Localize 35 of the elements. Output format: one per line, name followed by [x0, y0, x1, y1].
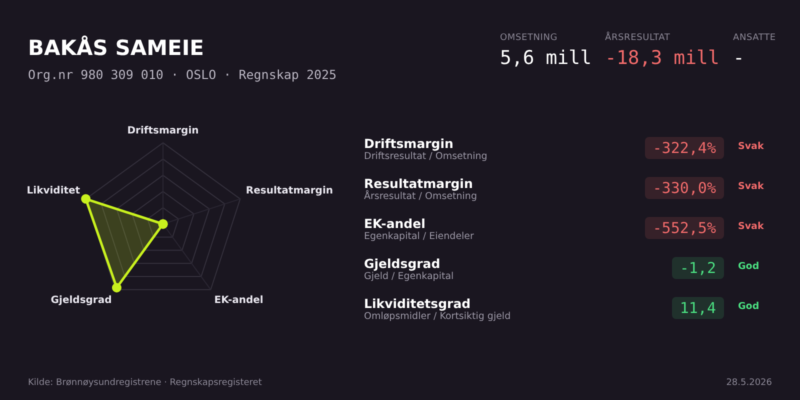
text: Org.nr 980 309 010 · OSLO · Regnskap 2025 — [28, 67, 337, 82]
text: God — [738, 301, 760, 312]
text: -330,0% — [652, 179, 716, 197]
text: OMSETNING — [500, 33, 558, 43]
spoke-label: Resultatmargin — [246, 186, 334, 197]
text: 5,6 mill — [500, 47, 592, 69]
text: Svak — [738, 141, 764, 152]
text: Årsresultat / Omsetning — [364, 191, 477, 202]
text: -552,5% — [652, 219, 716, 237]
text: Svak — [738, 181, 764, 192]
text: BAKÅS SAMEIE — [28, 36, 204, 60]
text: -1,2 — [680, 259, 716, 277]
text: Svak — [738, 221, 764, 232]
text: -18,3 mill — [605, 47, 720, 69]
text: Egenkapital / Eiendeler — [364, 231, 474, 242]
spoke-label: Likviditet — [26, 186, 80, 197]
text: -322,4% — [652, 139, 716, 157]
category-label: EK-andel — [364, 216, 426, 231]
category-label: Driftsmargin — [364, 136, 454, 151]
text: - — [733, 47, 744, 69]
text: ANSATTE — [733, 33, 776, 43]
text: Driftsresultat / Omsetning — [364, 151, 488, 162]
spoke-label: EK-andel — [214, 295, 264, 306]
text: God — [738, 261, 760, 272]
text: ÅRSRESULTAT — [605, 33, 670, 43]
text: Gjeld / Egenkapital — [364, 271, 454, 282]
spoke-label: Driftsmargin — [127, 125, 199, 136]
category-label: Likviditetsgrad — [364, 296, 471, 311]
text: 11,4 — [680, 299, 716, 317]
text: Kilde: Brønnøysundregistrene · Regnskapsregisteret — [28, 378, 262, 388]
text: 28.5.2026 — [726, 378, 772, 388]
spoke-label: Gjeldsgrad — [50, 295, 112, 306]
text: Omløpsmidler / Kortsiktig gjeld — [364, 311, 511, 322]
category-label: Gjeldsgrad — [364, 256, 440, 271]
category-label: Resultatmargin — [364, 176, 473, 191]
